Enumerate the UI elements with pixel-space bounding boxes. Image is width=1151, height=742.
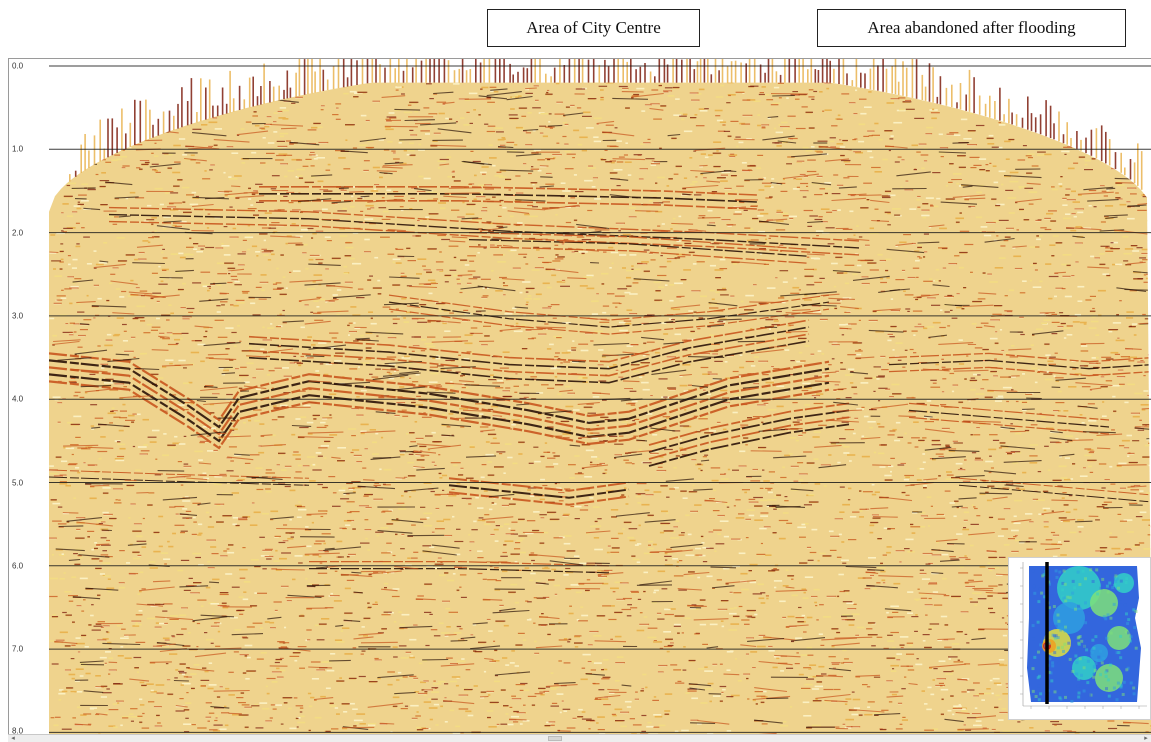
seismic-section [49, 59, 1151, 735]
timing-gridlines [49, 65, 1151, 733]
time-tick-label: 3.0 [12, 311, 24, 321]
seismic-top-spikes [69, 59, 1143, 190]
time-tick-label: 5.0 [12, 478, 24, 487]
callout-flooding-label: Area abandoned after flooding [867, 18, 1076, 37]
scroll-left-arrow[interactable]: ◂ [11, 734, 15, 742]
time-tick-label: 7.0 [12, 644, 24, 654]
horizontal-scrollbar[interactable]: ◂ ▸ [8, 734, 1151, 742]
inset-heatmap [1020, 562, 1147, 709]
callout-flooding: Area abandoned after flooding [817, 9, 1126, 47]
inset-survey-map [1008, 557, 1151, 720]
time-tick-label: 0.0 [12, 61, 24, 71]
scroll-thumb[interactable] [548, 736, 562, 741]
scroll-right-arrow[interactable]: ▸ [1144, 734, 1148, 742]
time-tick-label: 1.0 [12, 144, 24, 154]
callout-city-centre: Area of City Centre [487, 9, 700, 47]
callout-city-centre-label: Area of City Centre [526, 18, 661, 37]
time-tick-label: 2.0 [12, 228, 24, 238]
seismic-section-panel[interactable]: 0.0 1.0 2.0 3.0 4.0 5.0 6.0 7.0 8.0 [8, 58, 1151, 736]
time-tick-label: 6.0 [12, 561, 24, 571]
time-tick-label: 8.0 [12, 726, 24, 736]
time-tick-label: 4.0 [12, 394, 24, 404]
